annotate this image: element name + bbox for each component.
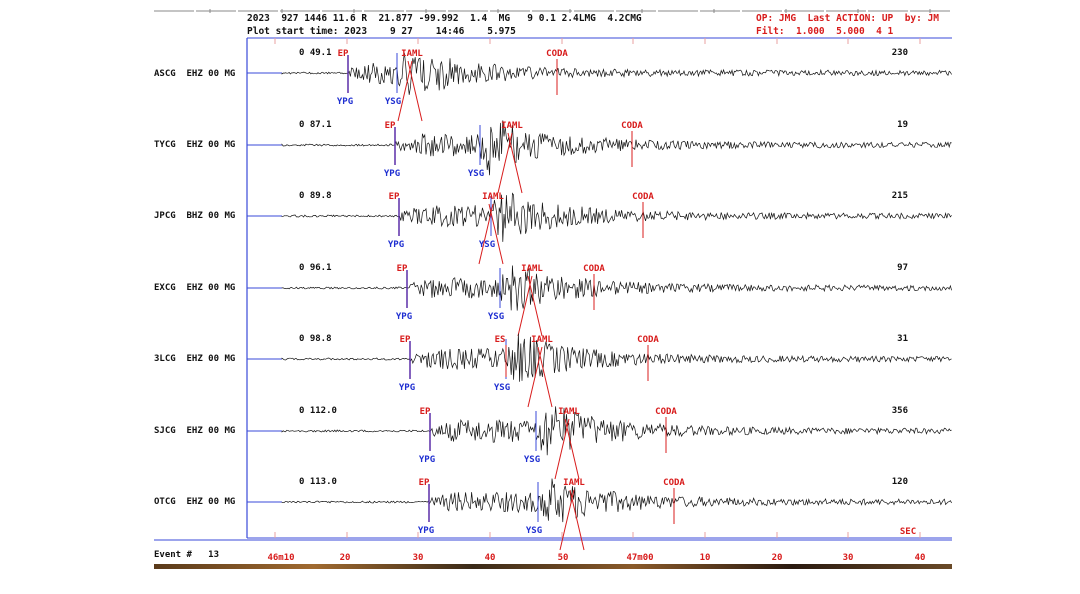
waveform-trace-excg[interactable] bbox=[281, 265, 952, 311]
station-amplitude-otcg: 120 bbox=[892, 477, 908, 487]
ep-pick-label-jpcg: EP bbox=[389, 192, 400, 202]
station-label-ascg[interactable]: ASCG EHZ 00 MG bbox=[154, 69, 236, 79]
iaml-pick-label-sjcg: IAML bbox=[558, 407, 580, 417]
station-label-excg[interactable]: EXCG EHZ 00 MG bbox=[154, 283, 236, 293]
time-axis-label: 20 bbox=[772, 553, 783, 563]
station-distance-excg: 0 96.1 bbox=[299, 263, 332, 273]
iaml-marker-a-jpcg[interactable] bbox=[478, 203, 494, 265]
station-label-jpcg[interactable]: JPCG BHZ 00 MG bbox=[154, 211, 236, 221]
iaml-marker-b-3lcg[interactable] bbox=[537, 346, 553, 408]
station-distance-3lcg: 0 98.8 bbox=[299, 334, 332, 344]
station-distance-sjcg: 0 112.0 bbox=[299, 406, 337, 416]
station-distance-otcg: 0 113.0 bbox=[299, 477, 337, 487]
bottom-image-strip bbox=[154, 564, 952, 569]
event-number: Event # 13 bbox=[154, 550, 220, 560]
ysg-pick-label-jpcg: YSG bbox=[479, 240, 495, 250]
iaml-marker-b-jpcg[interactable] bbox=[488, 203, 504, 265]
ep-pick-label-3lcg: EP bbox=[400, 335, 411, 345]
ysg-pick-label-sjcg: YSG bbox=[524, 455, 540, 465]
ypg-pick-label-3lcg: YPG bbox=[399, 383, 415, 393]
waveform-trace-otcg[interactable] bbox=[281, 478, 952, 523]
ysg-pick-label-ascg: YSG bbox=[385, 97, 401, 107]
coda-pick-label-jpcg: CODA bbox=[632, 192, 654, 202]
station-distance-jpcg: 0 89.8 bbox=[299, 191, 332, 201]
time-axis-label: 30 bbox=[843, 553, 854, 563]
iaml-marker-b-sjcg[interactable] bbox=[564, 418, 580, 480]
time-axis-label: 40 bbox=[915, 553, 926, 563]
filter-info-line: Filt: 1.000 5.000 4 1 bbox=[756, 26, 894, 37]
iaml-marker-b-ascg[interactable] bbox=[407, 60, 423, 122]
iaml-marker-b-excg[interactable] bbox=[527, 275, 543, 337]
ep-pick-label-sjcg: EP bbox=[420, 407, 431, 417]
time-axis-label: 40 bbox=[485, 553, 496, 563]
iaml-marker-a-ascg[interactable] bbox=[397, 60, 413, 122]
station-label-sjcg[interactable]: SJCG EHZ 00 MG bbox=[154, 426, 236, 436]
ypg-pick-label-sjcg: YPG bbox=[419, 455, 435, 465]
ep-pick-label-ascg: EP bbox=[338, 49, 349, 59]
ypg-pick-label-ascg: YPG bbox=[337, 97, 353, 107]
time-axis-label: 10 bbox=[700, 553, 711, 563]
iaml-marker-a-excg[interactable] bbox=[517, 275, 533, 337]
time-axis-label: 30 bbox=[413, 553, 424, 563]
event-info-line: 2023 927 1446 11.6 R 21.877 -99.992 1.4 … bbox=[247, 13, 642, 24]
station-amplitude-tycg: 19 bbox=[897, 120, 908, 130]
ysg-pick-label-otcg: YSG bbox=[526, 526, 542, 536]
iaml-pick-label-excg: IAML bbox=[521, 264, 543, 274]
waveform-trace-jpcg[interactable] bbox=[281, 192, 952, 242]
station-amplitude-sjcg: 356 bbox=[892, 406, 908, 416]
sec-label: SEC bbox=[900, 527, 916, 537]
station-label-3lcg[interactable]: 3LCG EHZ 00 MG bbox=[154, 354, 236, 364]
operator-action-line: OP: JMG Last ACTION: UP by: JM bbox=[756, 13, 940, 24]
ysg-pick-label-excg: YSG bbox=[488, 312, 504, 322]
ysg-pick-label-3lcg: YSG bbox=[494, 383, 510, 393]
plot-start-time: Plot start time: 2023 9 27 14:46 5.975 bbox=[247, 26, 516, 37]
time-axis-label: 47m00 bbox=[626, 553, 653, 563]
coda-pick-label-tycg: CODA bbox=[621, 121, 643, 131]
station-label-otcg[interactable]: OTCG EHZ 00 MG bbox=[154, 497, 236, 507]
waveform-trace-sjcg[interactable] bbox=[281, 406, 952, 456]
waveform-trace-ascg[interactable] bbox=[281, 52, 952, 95]
iaml-pick-label-otcg: IAML bbox=[563, 478, 585, 488]
station-distance-tycg: 0 87.1 bbox=[299, 120, 332, 130]
iaml-marker-b-tycg[interactable] bbox=[507, 132, 523, 194]
iaml-marker-a-tycg[interactable] bbox=[497, 132, 513, 194]
ysg-pick-label-tycg: YSG bbox=[468, 169, 484, 179]
ypg-pick-label-jpcg: YPG bbox=[388, 240, 404, 250]
station-distance-ascg: 0 49.1 bbox=[299, 48, 332, 58]
coda-pick-label-otcg: CODA bbox=[663, 478, 685, 488]
iaml-pick-label-tycg: IAML bbox=[501, 121, 523, 131]
station-amplitude-ascg: 230 bbox=[892, 48, 908, 58]
iaml-marker-a-sjcg[interactable] bbox=[554, 418, 570, 480]
iaml-marker-a-3lcg[interactable] bbox=[527, 346, 543, 408]
ypg-pick-label-excg: YPG bbox=[396, 312, 412, 322]
station-amplitude-excg: 97 bbox=[897, 263, 908, 273]
es-pick-label-3lcg: ES bbox=[495, 335, 506, 345]
ep-pick-label-tycg: EP bbox=[385, 121, 396, 131]
station-label-tycg[interactable]: TYCG EHZ 00 MG bbox=[154, 140, 236, 150]
iaml-pick-label-3lcg: IAML bbox=[531, 335, 553, 345]
ypg-pick-label-tycg: YPG bbox=[384, 169, 400, 179]
coda-pick-label-ascg: CODA bbox=[546, 49, 568, 59]
coda-pick-label-3lcg: CODA bbox=[637, 335, 659, 345]
waveform-trace-3lcg[interactable] bbox=[281, 333, 952, 382]
ep-pick-label-excg: EP bbox=[397, 264, 408, 274]
ypg-pick-label-otcg: YPG bbox=[418, 526, 434, 536]
waveform-trace-tycg[interactable] bbox=[281, 120, 952, 176]
coda-pick-label-excg: CODA bbox=[583, 264, 605, 274]
iaml-marker-a-otcg[interactable] bbox=[559, 489, 575, 551]
iaml-marker-b-otcg[interactable] bbox=[569, 489, 585, 551]
iaml-pick-label-ascg: IAML bbox=[401, 49, 423, 59]
time-axis-label: 46m10 bbox=[267, 553, 294, 563]
time-axis-label: 20 bbox=[340, 553, 351, 563]
station-label-column: ASCG EHZ 00 MG TYCG EHZ 00 MG JPCG BHZ 0… bbox=[154, 0, 249, 594]
iaml-pick-label-jpcg: IAML bbox=[482, 192, 504, 202]
time-axis-label: 50 bbox=[558, 553, 569, 563]
coda-pick-label-sjcg: CODA bbox=[655, 407, 677, 417]
station-amplitude-jpcg: 215 bbox=[892, 191, 908, 201]
station-amplitude-3lcg: 31 bbox=[897, 334, 908, 344]
ep-pick-label-otcg: EP bbox=[419, 478, 430, 488]
